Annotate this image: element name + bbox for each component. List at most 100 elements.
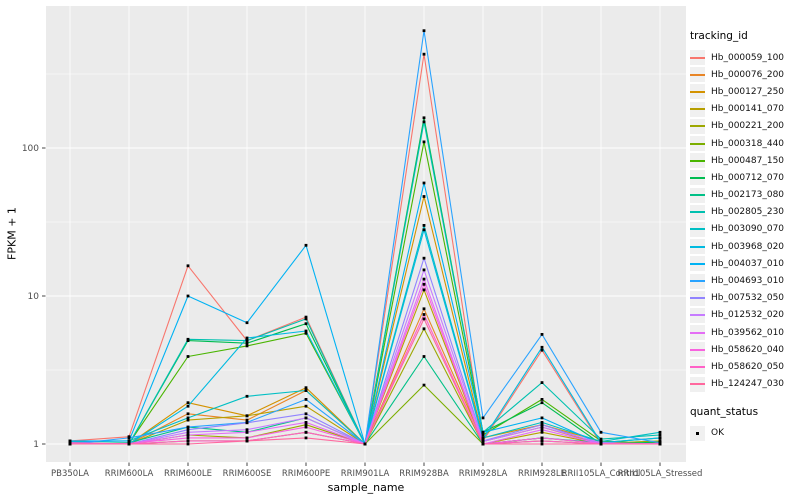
legend-line-swatch bbox=[690, 125, 705, 128]
legend-item-label: Hb_000059_100 bbox=[711, 52, 785, 63]
data-point bbox=[245, 418, 249, 422]
legend-item: Hb_003090_070 bbox=[690, 221, 800, 238]
chart-panel bbox=[46, 6, 686, 462]
legend-line-swatch bbox=[690, 245, 705, 248]
data-point bbox=[422, 29, 426, 33]
x-tick-label: RRIM928BA bbox=[399, 469, 449, 479]
legend-key bbox=[690, 67, 705, 83]
legend-item: Hb_000059_100 bbox=[690, 49, 800, 66]
data-point bbox=[304, 322, 308, 326]
x-axis-title: sample_name bbox=[327, 481, 405, 494]
x-tick-label: RRIM928LA bbox=[459, 469, 508, 479]
legend-line-swatch bbox=[690, 314, 705, 317]
legend-key bbox=[690, 153, 705, 169]
data-point bbox=[422, 52, 426, 56]
legend-line-swatch bbox=[690, 159, 705, 162]
data-point bbox=[422, 282, 426, 286]
data-point bbox=[658, 430, 662, 434]
data-point bbox=[245, 339, 249, 342]
legend-item: Hb_039562_010 bbox=[690, 324, 800, 341]
data-point bbox=[422, 383, 426, 387]
data-point bbox=[245, 336, 249, 340]
legend-item-label: Hb_000076_200 bbox=[711, 69, 785, 80]
legend-key bbox=[690, 84, 705, 100]
legend-item-label: Hb_012532_020 bbox=[711, 310, 785, 321]
legend-item-label: Hb_003090_070 bbox=[711, 224, 785, 235]
data-point bbox=[422, 116, 426, 120]
legend-key bbox=[690, 376, 705, 392]
data-point bbox=[127, 439, 131, 443]
data-point bbox=[304, 421, 308, 424]
legend-item-label: Hb_039562_010 bbox=[711, 327, 785, 338]
legend-item: Hb_002805_230 bbox=[690, 204, 800, 221]
legend-item: Hb_012532_020 bbox=[690, 307, 800, 324]
data-point bbox=[540, 381, 544, 384]
data-point bbox=[658, 442, 662, 446]
y-axis-title: FPKM + 1 bbox=[5, 207, 19, 260]
ok-point-key bbox=[690, 425, 705, 441]
data-point bbox=[245, 414, 249, 418]
data-point bbox=[304, 317, 308, 321]
legend-line-swatch bbox=[690, 211, 705, 214]
x-tick-label: RRII105LA_Stressed bbox=[618, 469, 703, 479]
square-point-icon bbox=[696, 431, 699, 435]
data-point bbox=[186, 442, 190, 446]
legend-title-tracking-id: tracking_id bbox=[690, 30, 748, 42]
data-point bbox=[422, 288, 426, 292]
legend-line-swatch bbox=[690, 73, 705, 76]
data-point bbox=[540, 425, 544, 429]
data-point bbox=[245, 436, 249, 440]
data-point bbox=[186, 430, 190, 434]
legend-key bbox=[690, 325, 705, 341]
legend-item-label: Hb_002805_230 bbox=[711, 207, 785, 218]
legend-item-label: Hb_000487_150 bbox=[711, 155, 785, 166]
data-point bbox=[186, 433, 190, 437]
data-point bbox=[186, 355, 190, 358]
data-point bbox=[304, 315, 308, 319]
data-point bbox=[186, 404, 190, 408]
data-point bbox=[363, 442, 367, 446]
data-point bbox=[186, 401, 190, 405]
x-tick-label: PB350LA bbox=[51, 469, 89, 479]
data-point bbox=[68, 439, 72, 443]
legend-key bbox=[690, 342, 705, 358]
data-point bbox=[540, 421, 544, 424]
data-point bbox=[304, 412, 308, 416]
legend-key bbox=[690, 273, 705, 289]
legend-item: Hb_004037_010 bbox=[690, 255, 800, 272]
data-point bbox=[540, 442, 544, 446]
data-point bbox=[481, 437, 485, 441]
data-point bbox=[127, 436, 131, 440]
data-point bbox=[304, 404, 308, 408]
data-point bbox=[540, 398, 544, 401]
data-point bbox=[186, 436, 190, 440]
data-point bbox=[304, 386, 308, 390]
data-point bbox=[658, 433, 662, 437]
data-point bbox=[422, 181, 426, 185]
legend-title-quant-status: quant_status bbox=[690, 405, 759, 418]
x-tick-label: RRIM901LA bbox=[341, 469, 390, 479]
data-point bbox=[422, 224, 426, 227]
x-tick-label: RRIM600PE bbox=[282, 469, 330, 479]
legend-key bbox=[690, 118, 705, 134]
y-tick-label: 10 bbox=[28, 292, 40, 302]
x-tick-label: RRII105LA_Control bbox=[562, 469, 641, 479]
data-point bbox=[422, 317, 426, 321]
legend-items: Hb_000059_100 Hb_000076_200 Hb_000127_250 H… bbox=[690, 49, 800, 393]
data-point bbox=[304, 436, 308, 440]
legend-item: Hb_000712_070 bbox=[690, 169, 800, 186]
data-point bbox=[540, 416, 544, 420]
legend-item: Hb_000487_150 bbox=[690, 152, 800, 169]
legend-item-label: Hb_003968_020 bbox=[711, 241, 785, 252]
data-point bbox=[245, 341, 249, 345]
legend-key bbox=[690, 221, 705, 237]
legend-item: Hb_004693_010 bbox=[690, 272, 800, 289]
legend-item-label: Hb_000318_440 bbox=[711, 138, 785, 149]
legend-line-swatch bbox=[690, 297, 705, 300]
data-point bbox=[540, 345, 544, 349]
legend-item: Hb_000221_200 bbox=[690, 118, 800, 135]
data-point bbox=[422, 277, 426, 281]
data-point bbox=[422, 256, 426, 260]
